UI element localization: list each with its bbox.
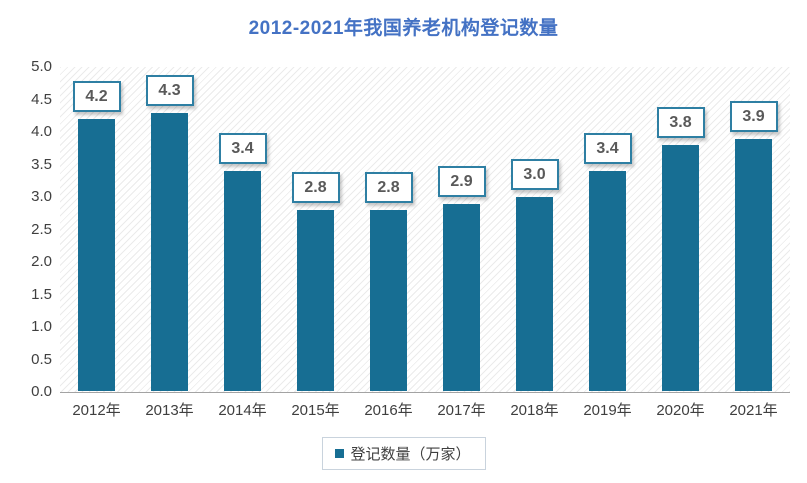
x-tick-label: 2015年 — [291, 402, 340, 419]
y-tick-label: 0.5 — [31, 350, 52, 368]
legend: 登记数量（万家） — [321, 437, 486, 470]
x-tick-label: 2014年 — [218, 402, 267, 419]
y-tick-label: 2.5 — [31, 220, 52, 238]
x-tick-label: 2021年 — [729, 402, 778, 419]
y-tick-label: 4.0 — [31, 123, 52, 140]
bar — [370, 210, 407, 391]
y-tick-label: 0.0 — [31, 383, 52, 400]
bar — [516, 197, 553, 391]
bar-value-label: 2.8 — [291, 172, 340, 203]
x-tick-label: 2016年 — [364, 402, 413, 419]
bar-value-label: 3.0 — [510, 159, 559, 190]
bar-value-label: 3.8 — [656, 107, 705, 138]
bar — [297, 210, 334, 391]
x-tick-label: 2012年 — [72, 402, 121, 419]
bar — [443, 203, 480, 391]
y-tick-label: 1.5 — [31, 285, 52, 303]
bar — [589, 171, 626, 391]
bar-value-label: 4.2 — [72, 81, 121, 112]
bar-value-label: 4.3 — [145, 74, 194, 106]
bar-value-label: 3.4 — [583, 133, 632, 164]
y-tick-label: 4.5 — [31, 90, 52, 108]
y-tick-label: 2.0 — [31, 253, 52, 270]
x-tick-label: 2017年 — [437, 402, 486, 419]
bar-value-label: 2.8 — [364, 172, 413, 203]
bar — [78, 119, 115, 391]
bar — [735, 138, 772, 391]
y-tick-label: 3.5 — [31, 155, 52, 173]
bar — [662, 145, 699, 391]
bar-value-label: 3.9 — [729, 100, 778, 132]
y-tick-label: 3.0 — [31, 188, 52, 205]
legend-marker-icon — [334, 449, 344, 458]
bar — [151, 112, 188, 391]
x-tick-label: 2020年 — [656, 402, 705, 419]
y-tick-label: 5.0 — [31, 58, 52, 75]
x-tick-label: 2019年 — [583, 402, 632, 419]
x-tick-label: 2018年 — [510, 402, 559, 419]
bar — [224, 171, 261, 391]
bar-value-label: 3.4 — [218, 133, 267, 164]
chart-title: 2012-2021年我国养老机构登记数量 — [248, 18, 559, 39]
x-tick-label: 2013年 — [145, 402, 194, 419]
y-tick-label: 1.0 — [31, 318, 52, 335]
legend-label: 登记数量（万家） — [350, 446, 471, 463]
bar-value-label: 2.9 — [437, 165, 486, 197]
